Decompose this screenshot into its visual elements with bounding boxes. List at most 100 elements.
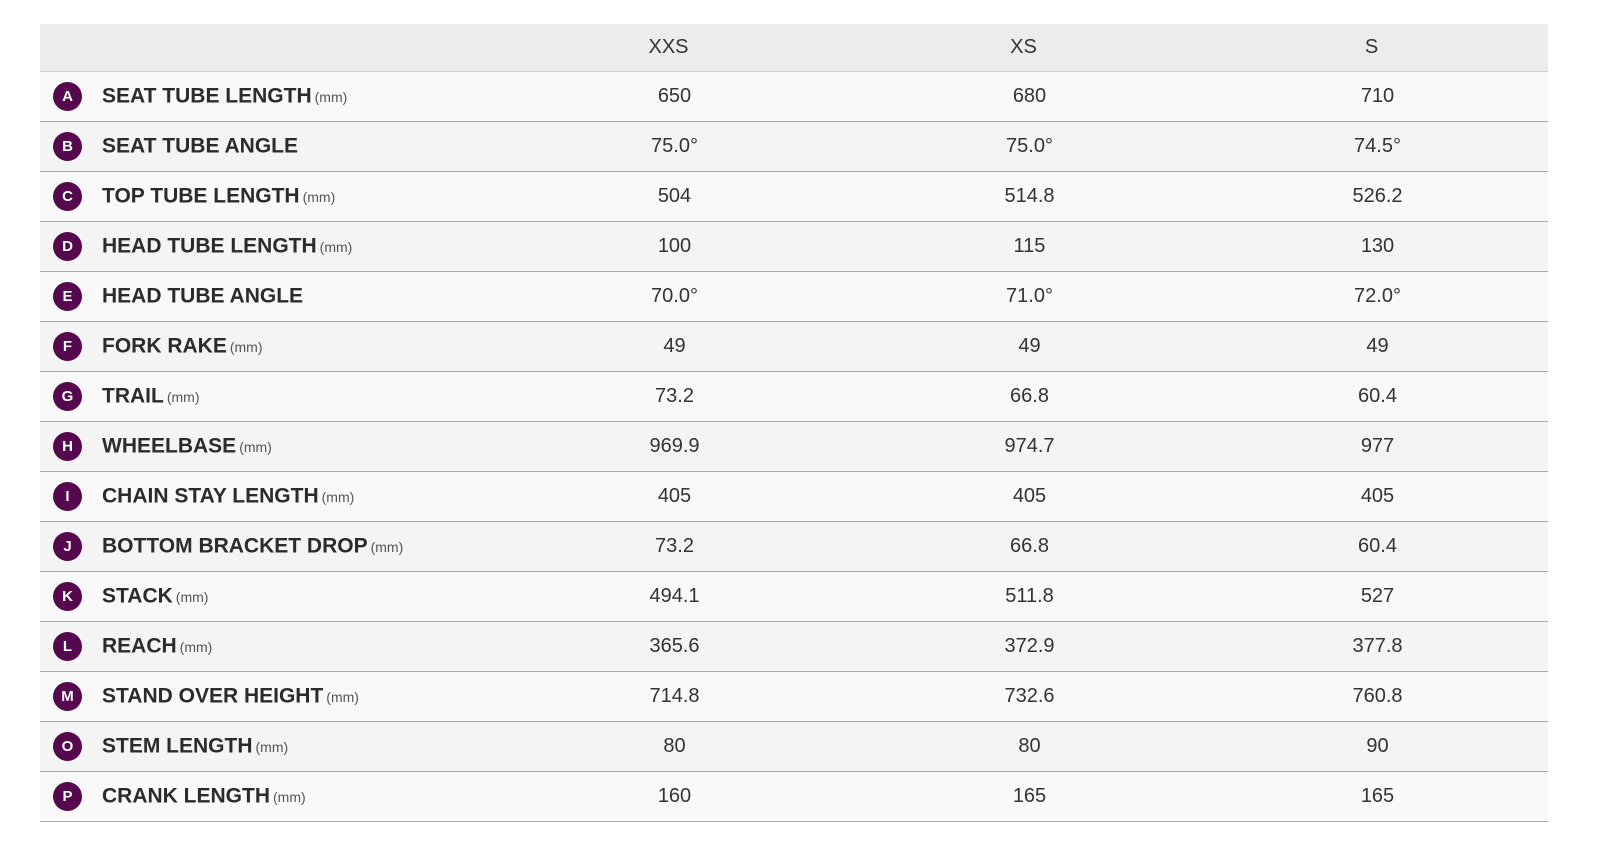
value-cell: 732.6 bbox=[852, 671, 1207, 722]
header-size-xs: XS bbox=[852, 24, 1207, 72]
row-label: M STAND OVER HEIGHT (mm) bbox=[40, 671, 497, 722]
value-cell: 90 bbox=[1207, 721, 1548, 772]
measurement-name: STACK bbox=[102, 584, 173, 608]
row-label: G TRAIL (mm) bbox=[40, 371, 497, 422]
value-cell: 680 bbox=[852, 71, 1207, 122]
row-label: D HEAD TUBE LENGTH (mm) bbox=[40, 221, 497, 272]
letter-badge: H bbox=[53, 432, 82, 461]
value-cell: 80 bbox=[497, 721, 852, 772]
unit-label: (mm) bbox=[166, 388, 200, 405]
value-cell: 165 bbox=[852, 771, 1207, 822]
value-cell: 80 bbox=[852, 721, 1207, 772]
value-cell: 514.8 bbox=[852, 171, 1207, 222]
value-cell: 760.8 bbox=[1207, 671, 1548, 722]
row-label: C TOP TUBE LENGTH (mm) bbox=[40, 171, 497, 222]
value-cell: 72.0° bbox=[1207, 271, 1548, 322]
letter-badge: M bbox=[53, 682, 82, 711]
letter-badge: I bbox=[53, 482, 82, 511]
value-cell: 714.8 bbox=[497, 671, 852, 722]
measurement-name: TOP TUBE LENGTH bbox=[102, 184, 300, 208]
value-cell: 130 bbox=[1207, 221, 1548, 272]
value-cell: 650 bbox=[497, 71, 852, 122]
table-row: G TRAIL (mm) 73.2 66.8 60.4 bbox=[40, 371, 1548, 422]
value-cell: 504 bbox=[497, 171, 852, 222]
value-cell: 66.8 bbox=[852, 371, 1207, 422]
table-row: D HEAD TUBE LENGTH (mm) 100 115 130 bbox=[40, 221, 1548, 272]
value-cell: 165 bbox=[1207, 771, 1548, 822]
measurement-name: WHEELBASE bbox=[102, 434, 237, 458]
unit-label: (mm) bbox=[321, 488, 355, 505]
letter-badge: D bbox=[53, 232, 82, 261]
measurement-name: STAND OVER HEIGHT bbox=[102, 684, 324, 708]
measurement-name: HEAD TUBE ANGLE bbox=[102, 284, 304, 308]
letter-badge: G bbox=[53, 382, 82, 411]
table-row: A SEAT TUBE LENGTH (mm) 650 680 710 bbox=[40, 71, 1548, 122]
geometry-table: XXS XS S A SEAT TUBE LENGTH (mm) 650 680 710 … bbox=[40, 24, 1548, 822]
unit-label: (mm) bbox=[255, 738, 289, 755]
measurement-name: CHAIN STAY LENGTH bbox=[102, 484, 319, 508]
letter-badge: P bbox=[53, 782, 82, 811]
unit-label: (mm) bbox=[302, 188, 336, 205]
value-cell: 710 bbox=[1207, 71, 1548, 122]
table-body: A SEAT TUBE LENGTH (mm) 650 680 710 B SEAT TUB… bbox=[40, 71, 1548, 822]
unit-label: (mm) bbox=[319, 238, 353, 255]
measurement-name: SEAT TUBE LENGTH bbox=[102, 84, 312, 108]
measurement-name: REACH bbox=[102, 634, 177, 658]
value-cell: 405 bbox=[497, 471, 852, 522]
header-size-xxs: XXS bbox=[497, 24, 852, 72]
row-label: E HEAD TUBE ANGLE bbox=[40, 271, 497, 322]
row-label: P CRANK LENGTH (mm) bbox=[40, 771, 497, 822]
table-row: P CRANK LENGTH (mm) 160 165 165 bbox=[40, 771, 1548, 822]
row-label: O STEM LENGTH (mm) bbox=[40, 721, 497, 772]
value-cell: 365.6 bbox=[497, 621, 852, 672]
letter-badge: F bbox=[53, 332, 82, 361]
value-cell: 73.2 bbox=[497, 521, 852, 572]
unit-label: (mm) bbox=[273, 788, 306, 805]
value-cell: 73.2 bbox=[497, 371, 852, 422]
value-cell: 75.0° bbox=[497, 121, 852, 172]
unit-label: (mm) bbox=[314, 88, 348, 105]
table-row: J BOTTOM BRACKET DROP (mm) 73.2 66.8 60.4 bbox=[40, 521, 1548, 572]
table-row: E HEAD TUBE ANGLE 70.0° 71.0° 72.0° bbox=[40, 271, 1548, 322]
table-header: XXS XS S bbox=[40, 24, 1548, 72]
value-cell: 74.5° bbox=[1207, 121, 1548, 172]
table-row: B SEAT TUBE ANGLE 75.0° 75.0° 74.5° bbox=[40, 121, 1548, 172]
unit-label: (mm) bbox=[175, 588, 209, 605]
header-size-s: S bbox=[1207, 24, 1548, 72]
table-row: C TOP TUBE LENGTH (mm) 504 514.8 526.2 bbox=[40, 171, 1548, 222]
value-cell: 66.8 bbox=[852, 521, 1207, 572]
unit-label: (mm) bbox=[229, 338, 263, 355]
value-cell: 71.0° bbox=[852, 271, 1207, 322]
measurement-name: FORK RAKE bbox=[102, 334, 227, 358]
value-cell: 977 bbox=[1207, 421, 1548, 472]
value-cell: 527 bbox=[1207, 571, 1548, 622]
value-cell: 49 bbox=[497, 321, 852, 372]
row-label: J BOTTOM BRACKET DROP (mm) bbox=[40, 521, 497, 572]
row-label: F FORK RAKE (mm) bbox=[40, 321, 497, 372]
row-label: B SEAT TUBE ANGLE bbox=[40, 121, 497, 172]
table-row: M STAND OVER HEIGHT (mm) 714.8 732.6 760.8 bbox=[40, 671, 1548, 722]
value-cell: 115 bbox=[852, 221, 1207, 272]
letter-badge: C bbox=[53, 182, 82, 211]
value-cell: 969.9 bbox=[497, 421, 852, 472]
value-cell: 405 bbox=[852, 471, 1207, 522]
value-cell: 75.0° bbox=[852, 121, 1207, 172]
letter-badge: A bbox=[53, 82, 82, 111]
row-label: H WHEELBASE (mm) bbox=[40, 421, 497, 472]
letter-badge: J bbox=[53, 532, 82, 561]
value-cell: 100 bbox=[497, 221, 852, 272]
value-cell: 526.2 bbox=[1207, 171, 1548, 222]
value-cell: 49 bbox=[1207, 321, 1548, 372]
measurement-name: HEAD TUBE LENGTH bbox=[102, 234, 317, 258]
unit-label: (mm) bbox=[370, 538, 404, 555]
unit-label: (mm) bbox=[326, 688, 359, 705]
measurement-name: BOTTOM BRACKET DROP bbox=[102, 534, 368, 558]
value-cell: 974.7 bbox=[852, 421, 1207, 472]
letter-badge: K bbox=[53, 582, 82, 611]
unit-label: (mm) bbox=[239, 438, 272, 455]
table-row: F FORK RAKE (mm) 49 49 49 bbox=[40, 321, 1548, 372]
letter-badge: L bbox=[53, 632, 82, 661]
unit-label: (mm) bbox=[179, 638, 213, 655]
table-row: L REACH (mm) 365.6 372.9 377.8 bbox=[40, 621, 1548, 672]
value-cell: 405 bbox=[1207, 471, 1548, 522]
